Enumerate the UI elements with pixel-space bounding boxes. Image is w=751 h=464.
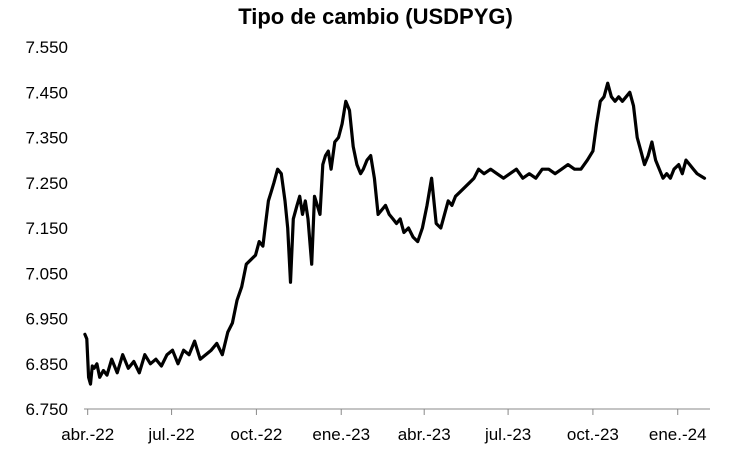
x-tick-label: ene.-23 (312, 425, 370, 444)
x-tick-label: jul.-23 (484, 425, 531, 444)
x-tick-label: abr.-22 (61, 425, 114, 444)
series-line (83, 81, 707, 386)
y-tick-label: 7.350 (25, 129, 68, 148)
y-tick-label: 6.950 (25, 310, 68, 329)
x-tick-label: abr.-23 (398, 425, 451, 444)
x-tick-label: ene.-24 (649, 425, 707, 444)
y-tick-label: 7.050 (25, 264, 68, 283)
y-tick-label: 7.250 (25, 174, 68, 193)
y-tick-label: 7.450 (25, 83, 68, 102)
x-tick-label: oct.-22 (230, 425, 282, 444)
x-axis-ticks (87, 409, 679, 415)
y-axis-tick-labels: 6.750 6.850 6.950 7.050 7.150 7.250 7.350 7.450… (25, 38, 68, 419)
x-tick-label: oct.-23 (567, 425, 619, 444)
y-tick-label: 6.750 (25, 400, 68, 419)
chart-title: Tipo de cambio (USDPYG) (238, 4, 513, 29)
y-tick-label: 7.150 (25, 219, 68, 238)
x-axis-tick-labels: abr.-22 jul.-22 oct.-22 ene.-23 abr.-23 jul.-… (61, 425, 706, 444)
y-tick-label: 7.550 (25, 38, 68, 57)
x-tick-label: jul.-22 (147, 425, 194, 444)
y-tick-label: 6.850 (25, 355, 68, 374)
